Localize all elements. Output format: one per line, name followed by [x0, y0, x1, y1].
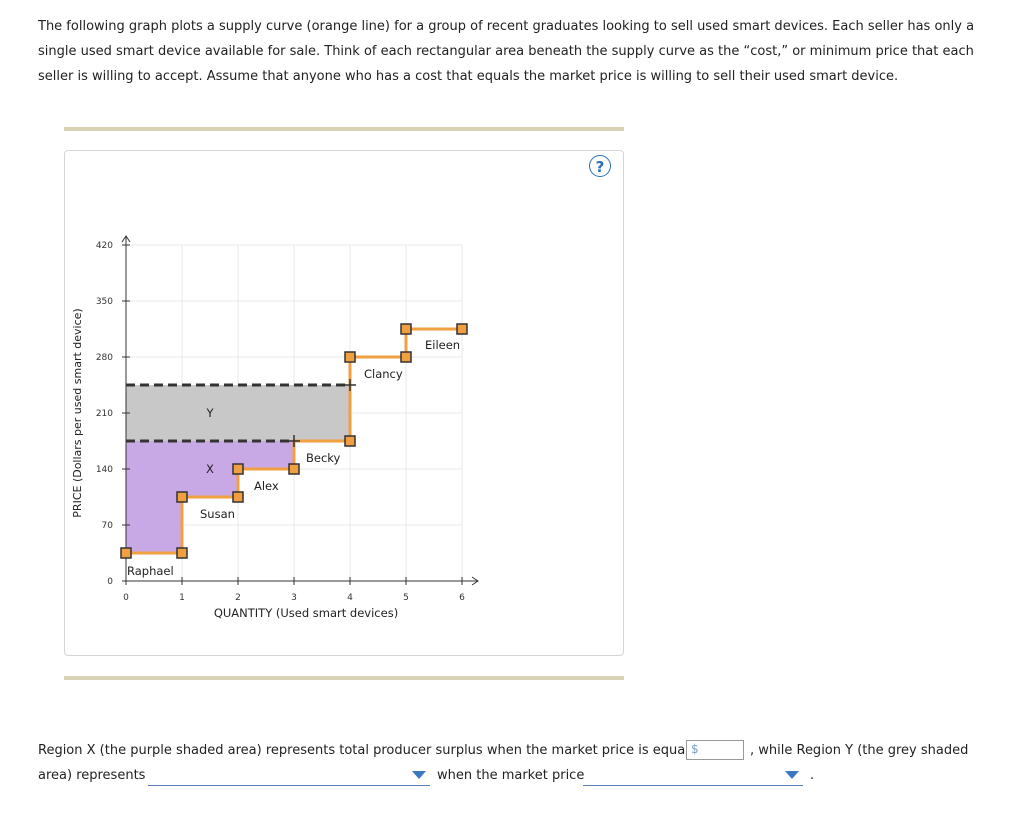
seller-label-susan: Susan — [200, 507, 235, 521]
top-divider — [64, 127, 624, 131]
seller-label-alex: Alex — [254, 479, 279, 493]
y-tick-label: 140 — [96, 465, 113, 475]
x-tick-label: 0 — [123, 593, 129, 603]
seller-label-raphael: Raphael — [127, 564, 174, 578]
y-tick-label: 350 — [96, 297, 113, 307]
supply-point-marker[interactable] — [232, 491, 244, 503]
x-tick-label: 1 — [179, 593, 185, 603]
supply-chart[interactable]: 0 70 140 210 280 350 420 0 1 2 3 4 5 6 QUANTITY (Used … — [64, 150, 624, 656]
currency-symbol: $ — [691, 742, 699, 756]
supply-point-marker[interactable] — [176, 491, 188, 503]
y-tick-label: 70 — [102, 521, 114, 531]
market-price-dropdown[interactable] — [583, 765, 803, 786]
supply-point-marker[interactable] — [288, 463, 300, 475]
y-tick-label: 0 — [107, 577, 113, 587]
bottom-divider — [64, 676, 624, 680]
crosshair-marker-icon[interactable] — [344, 379, 356, 391]
region-label-x: X — [206, 462, 214, 476]
y-tick-label: 280 — [96, 353, 113, 363]
question-part4: when the market price — [437, 768, 585, 783]
supply-point-marker[interactable] — [232, 463, 244, 475]
price-input[interactable] — [701, 742, 745, 760]
x-tick-label: 2 — [235, 593, 241, 603]
supply-point-marker[interactable] — [120, 547, 132, 559]
chevron-down-icon — [785, 771, 799, 779]
chevron-down-icon — [412, 771, 426, 779]
intro-text: The following graph plots a supply curve… — [38, 19, 975, 84]
question-part3: area) represents — [38, 768, 146, 783]
price-input-box[interactable]: $ — [686, 740, 745, 760]
supply-point-marker[interactable] — [344, 435, 356, 447]
labels: Raphael Susan Alex Becky Clancy Eileen X Y — [127, 338, 460, 578]
question-part2: , while Region Y (the grey shaded — [750, 743, 969, 758]
region-y-dropdown[interactable] — [148, 765, 430, 786]
supply-point-marker[interactable] — [400, 323, 412, 335]
x-tick-label: 5 — [403, 593, 409, 603]
question-part5: . — [810, 768, 815, 783]
y-tick-label: 420 — [96, 241, 113, 251]
x-tick-label: 3 — [291, 593, 297, 603]
x-axis-arrow-icon — [471, 576, 479, 586]
y-axis-label: PRICE (Dollars per used smart device) — [71, 308, 84, 517]
x-tick-label: 4 — [347, 593, 353, 603]
y-axis-arrow-icon — [121, 235, 131, 243]
help-icon[interactable]: ? — [589, 155, 611, 177]
supply-point-marker[interactable] — [400, 351, 412, 363]
question-part1: Region X (the purple shaded area) repres… — [38, 743, 707, 758]
seller-label-becky: Becky — [306, 451, 341, 465]
x-tick-label: 6 — [459, 593, 465, 603]
supply-point-marker[interactable] — [176, 547, 188, 559]
region-y — [126, 385, 350, 441]
seller-label-eileen: Eileen — [425, 338, 460, 352]
axes: 0 70 140 210 280 350 420 0 1 2 3 4 5 6 QUANTITY (Used … — [71, 235, 479, 620]
supply-point-marker[interactable] — [456, 323, 468, 335]
x-axis-label: QUANTITY (Used smart devices) — [214, 606, 398, 620]
supply-curve[interactable] — [120, 323, 468, 559]
region-label-y: Y — [205, 406, 214, 420]
y-tick-label: 210 — [96, 409, 113, 419]
supply-point-marker[interactable] — [344, 351, 356, 363]
crosshair-marker-icon[interactable] — [288, 435, 300, 447]
seller-label-clancy: Clancy — [364, 367, 403, 381]
